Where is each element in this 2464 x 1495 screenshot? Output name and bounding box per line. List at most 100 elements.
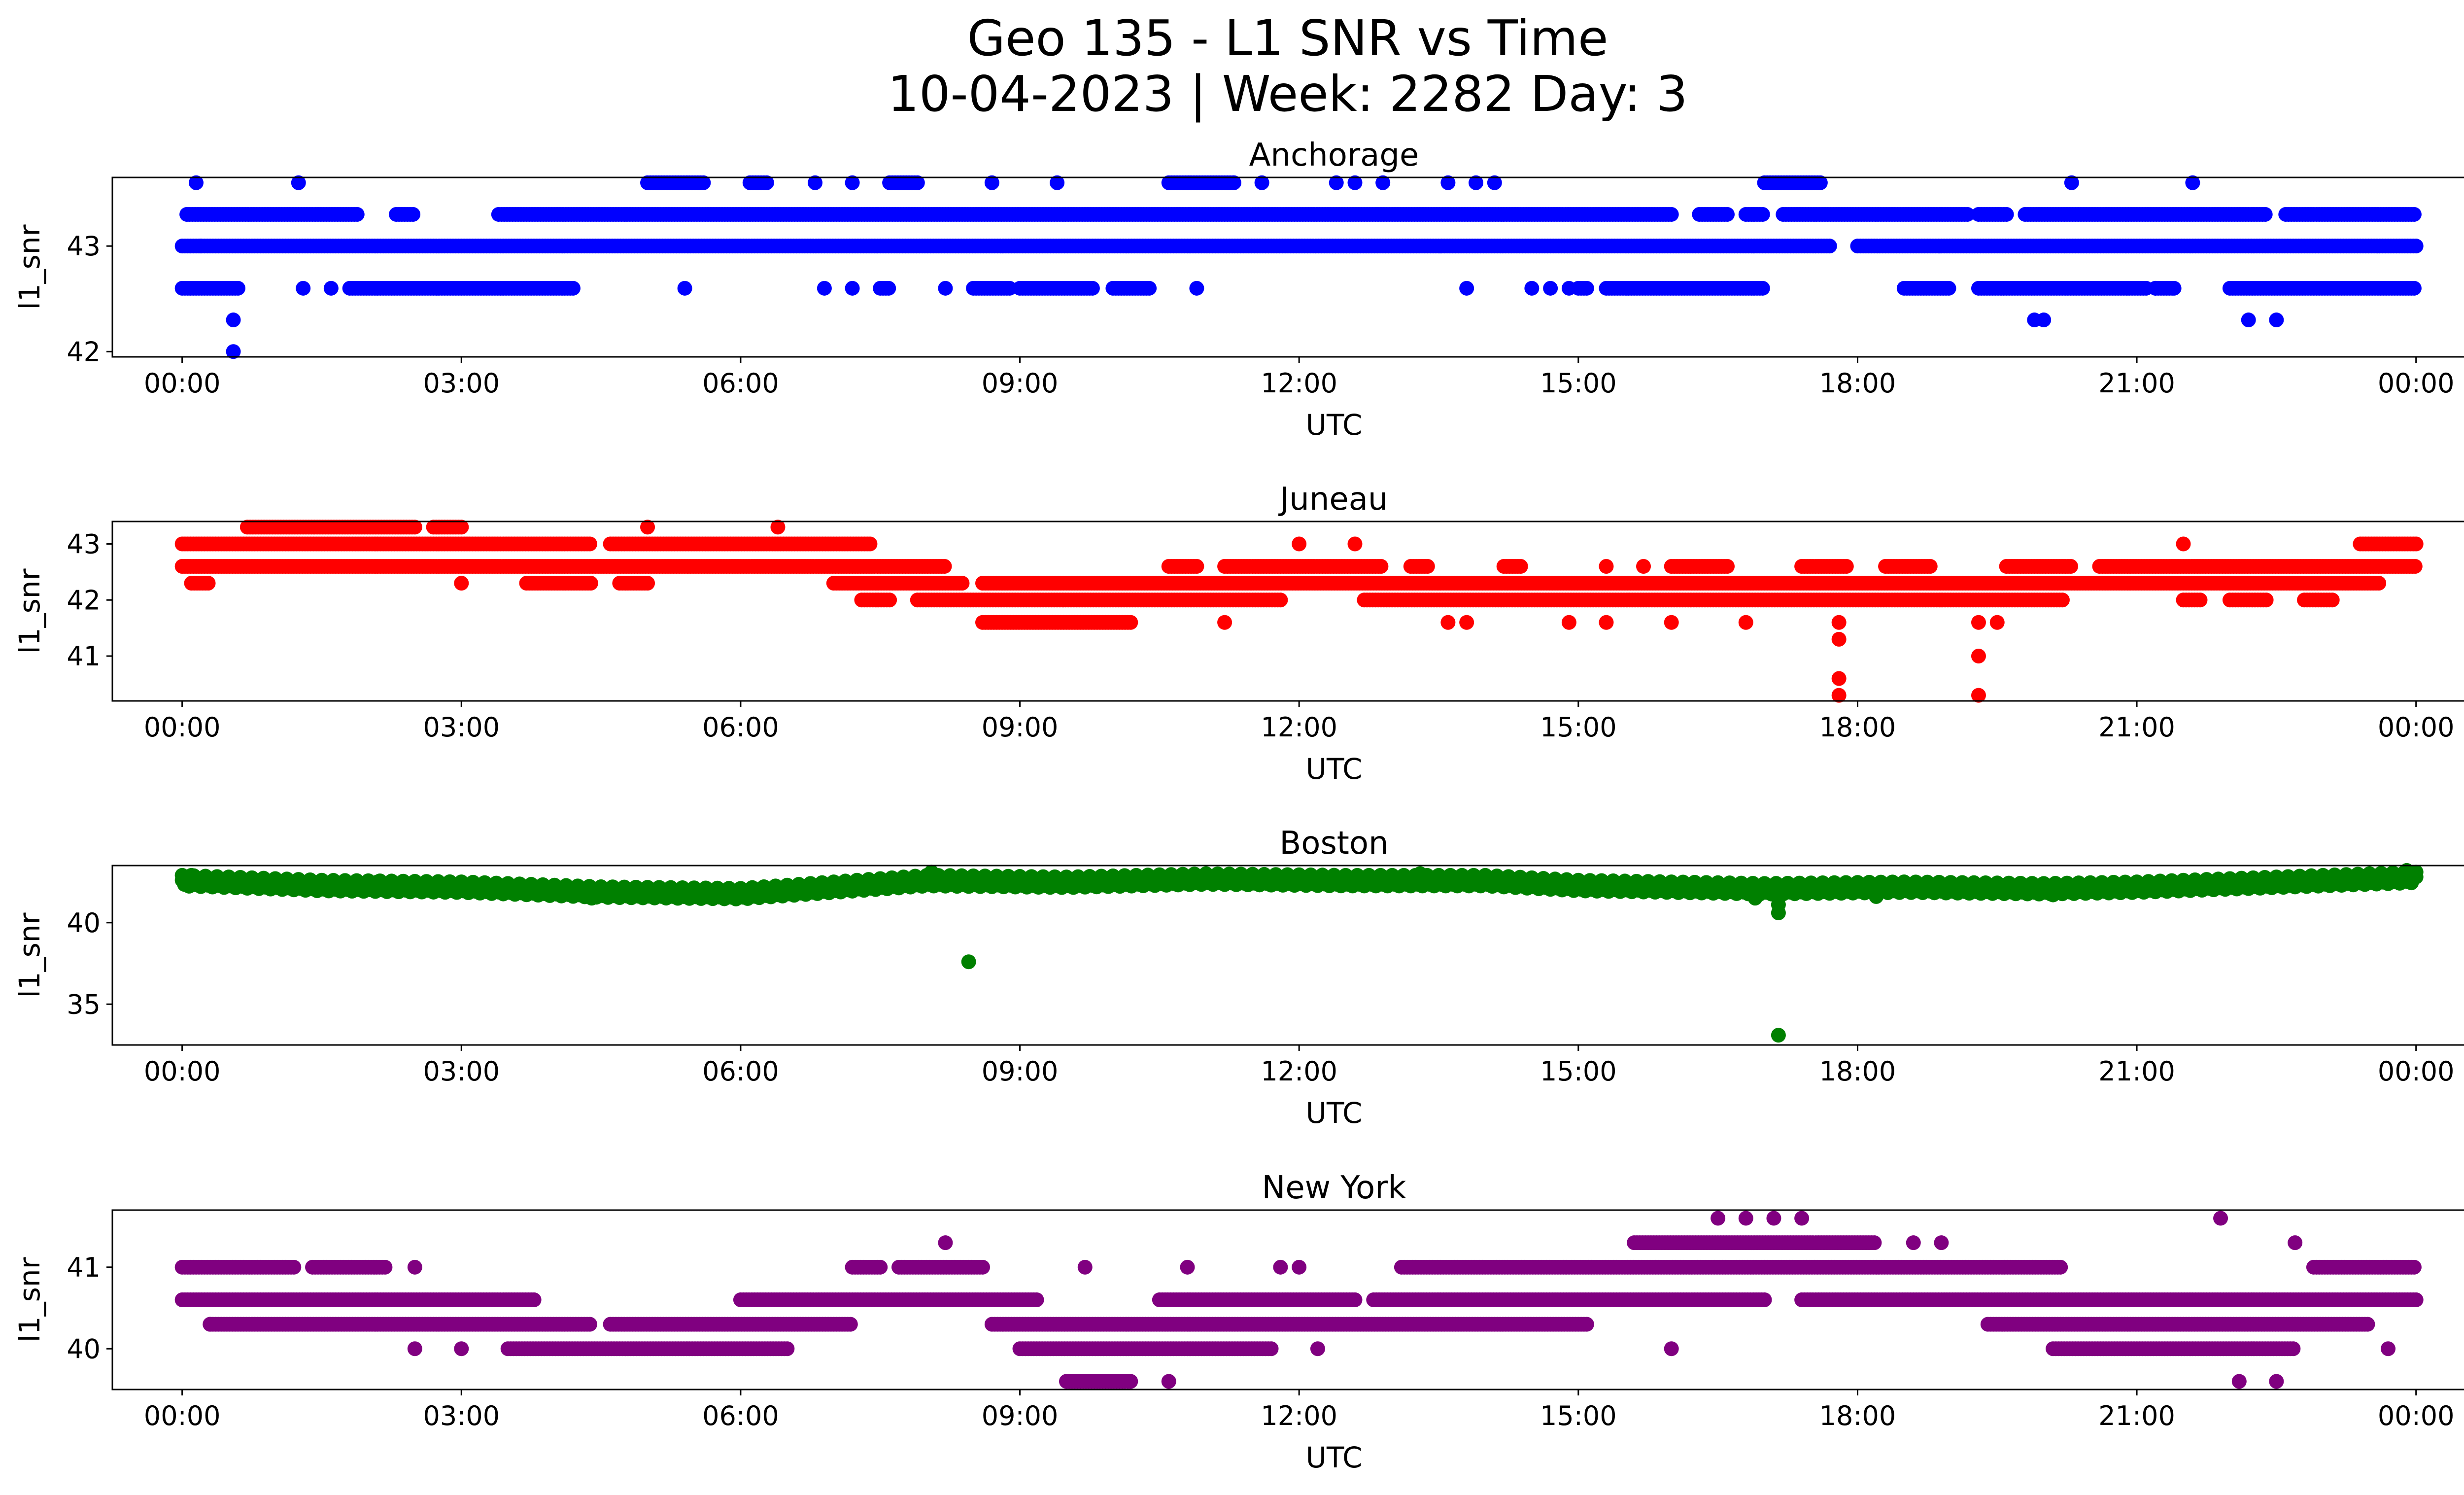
data-point xyxy=(1960,207,1975,222)
data-point xyxy=(1971,615,1986,630)
data-point xyxy=(1217,615,1232,630)
data-point xyxy=(2325,592,2340,608)
data-point xyxy=(2258,207,2273,222)
data-point xyxy=(1738,615,1753,630)
x-tick-label: 03:00 xyxy=(423,368,500,399)
y-axis-label: l1_snr xyxy=(13,224,46,310)
data-point xyxy=(407,520,422,535)
data-point xyxy=(2408,536,2424,552)
data-point xyxy=(2407,559,2423,574)
data-point xyxy=(2269,313,2284,328)
data-point xyxy=(1142,280,1157,296)
data-point xyxy=(1123,615,1138,630)
data-point xyxy=(406,207,421,222)
data-point xyxy=(770,520,786,535)
data-point xyxy=(2408,239,2424,254)
data-point xyxy=(1329,175,1344,190)
data-point xyxy=(2064,175,2079,190)
data-point xyxy=(882,592,897,608)
x-tick-label: 18:00 xyxy=(1819,712,1896,743)
data-point xyxy=(1922,559,1938,574)
data-point xyxy=(938,280,953,296)
data-point xyxy=(1720,559,1735,574)
data-point xyxy=(817,280,832,296)
data-point xyxy=(984,175,999,190)
data-point xyxy=(230,280,245,296)
data-point xyxy=(1373,559,1389,574)
data-point xyxy=(1971,649,1986,663)
data-point xyxy=(1999,207,2014,222)
data-point xyxy=(881,280,896,296)
x-tick-label: 09:00 xyxy=(982,712,1059,743)
y-tick-label: 42 xyxy=(67,585,101,616)
data-point xyxy=(2406,207,2422,222)
y-tick-label: 42 xyxy=(67,336,101,367)
data-point xyxy=(1273,592,1288,608)
data-point xyxy=(1831,631,1847,647)
data-point xyxy=(1420,559,1435,574)
data-point xyxy=(1971,688,1986,703)
data-point xyxy=(1720,207,1735,222)
data-point xyxy=(1561,615,1576,630)
data-points xyxy=(174,175,2424,359)
data-point xyxy=(201,576,216,591)
x-tick-label: 09:00 xyxy=(982,368,1059,399)
data-point xyxy=(1226,175,1241,190)
data-point xyxy=(583,576,598,591)
data-point xyxy=(1375,175,1391,190)
axes-frame xyxy=(111,521,2464,702)
x-tick-label: 18:00 xyxy=(1819,368,1896,399)
data-point xyxy=(226,344,241,359)
data-point xyxy=(1189,559,1204,574)
x-tick-label: 00:00 xyxy=(2378,368,2455,399)
y-tick-label: 43 xyxy=(67,529,101,560)
x-tick-label: 03:00 xyxy=(423,712,500,743)
data-point xyxy=(1487,175,1502,190)
data-point xyxy=(1050,175,1065,190)
figure-title-line2: 10-04-2023 | Week: 2282 Day: 3 xyxy=(888,65,1687,123)
data-point xyxy=(808,175,823,190)
figure-title-line1: Geo 135 - L1 SNR vs Time xyxy=(967,9,1608,67)
x-tick-label: 06:00 xyxy=(702,368,779,399)
data-point xyxy=(1189,280,1204,296)
data-point xyxy=(1254,175,1269,190)
data-point xyxy=(1831,688,1847,703)
x-tick-label: 15:00 xyxy=(1540,712,1617,743)
data-point xyxy=(1440,615,1456,630)
data-point xyxy=(1989,615,2005,630)
data-point xyxy=(2148,280,2163,296)
data-point xyxy=(845,175,860,190)
data-point xyxy=(2036,313,2052,328)
data-point xyxy=(862,536,878,552)
data-point xyxy=(1831,671,1847,686)
data-point xyxy=(1822,239,1837,254)
x-tick-label: 12:00 xyxy=(1261,712,1337,743)
data-point xyxy=(1664,207,1679,222)
data-point xyxy=(1469,175,1484,190)
data-point xyxy=(1524,280,1540,296)
data-point xyxy=(640,520,655,535)
x-tick-label: 00:00 xyxy=(144,368,221,399)
y-tick-label: 41 xyxy=(67,641,101,672)
data-point xyxy=(1599,559,1614,574)
x-tick-label: 12:00 xyxy=(1261,368,1337,399)
data-point xyxy=(291,175,306,190)
data-point xyxy=(1636,559,1651,574)
data-point xyxy=(1579,280,1594,296)
data-point xyxy=(845,280,860,296)
x-tick-label: 21:00 xyxy=(2098,712,2175,743)
data-point xyxy=(1755,207,1770,222)
data-point xyxy=(759,175,774,190)
data-point xyxy=(1513,559,1528,574)
data-point xyxy=(937,559,952,574)
data-point xyxy=(454,576,469,591)
data-point xyxy=(1941,280,1956,296)
subplot-anchorage: 00:00 03:00 06:00 09:00 12:00 15:00 18:00 21:00… xyxy=(13,137,2464,442)
data-point xyxy=(2185,175,2200,190)
x-tick-label: 15:00 xyxy=(1540,368,1617,399)
data-point xyxy=(323,280,339,296)
data-point xyxy=(1085,280,1100,296)
data-points xyxy=(174,520,2424,703)
data-point xyxy=(1440,175,1456,190)
